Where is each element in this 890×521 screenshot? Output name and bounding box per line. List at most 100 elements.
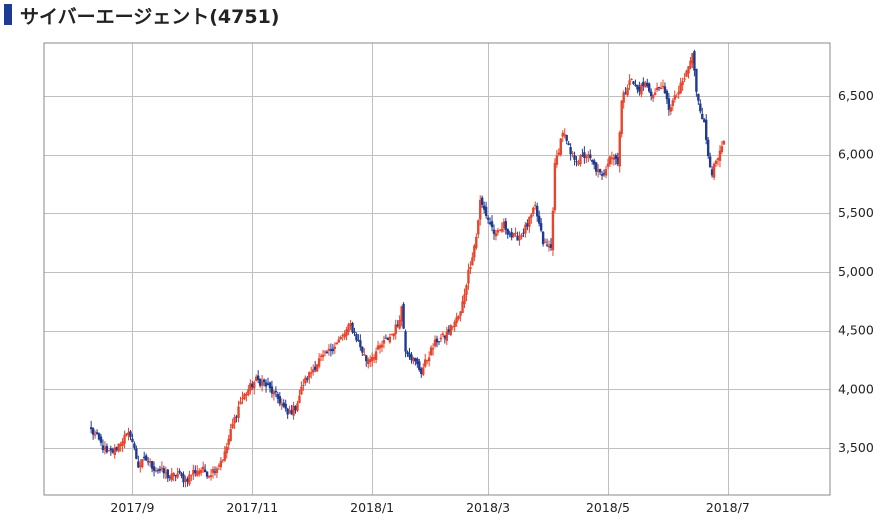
y-tick-label: 6,000 [838,147,874,162]
candle [716,157,720,166]
candle-body [471,257,474,266]
candle [583,146,586,164]
candle [398,315,401,330]
candle-body [245,393,248,396]
candle-body [716,158,720,161]
candle-body [431,348,435,350]
candle [504,218,507,235]
candle-body [496,230,500,233]
candle-body [241,398,244,400]
candle [168,475,171,481]
candle-body [392,333,395,337]
candle [270,380,274,398]
candle-body [152,466,156,471]
candle [266,377,270,386]
candle [667,93,671,116]
candle [97,432,101,441]
candle [422,363,425,377]
candle-body [679,83,682,94]
candle-body [306,378,309,380]
candle-body [304,377,307,384]
candle [636,84,639,94]
candle [321,349,325,361]
candle [602,169,606,177]
candle [219,456,223,471]
candle [675,93,678,98]
candle-body [231,423,234,429]
candle-body [382,339,386,344]
candle-body [614,155,618,159]
candle [467,263,470,290]
candle [135,445,138,460]
candle [95,429,99,435]
candle [272,389,276,401]
candle-body [264,382,268,387]
candle-body [384,337,388,339]
candle-body [424,359,427,367]
candle-body [465,285,468,295]
candle-body [184,480,187,482]
candle [113,444,116,459]
candle [612,154,616,166]
candle-body [400,306,403,322]
candle [695,68,698,97]
candle [496,227,500,236]
candle-body [425,360,429,362]
candle-body [516,235,519,241]
candle-body [310,372,313,374]
candle [614,153,618,165]
candle [473,243,476,262]
candle-body [176,473,179,478]
candle [435,335,439,348]
candle [205,471,209,479]
candle-body [162,468,166,474]
candle-body [689,60,692,69]
candle-body [251,383,254,388]
candle [386,337,390,341]
candle-body [648,83,651,92]
candle [526,219,529,231]
candle [706,137,710,159]
candle-body [131,438,134,443]
candle-body [394,324,397,335]
candle [632,80,635,85]
candle-body [396,324,399,327]
candle [677,85,680,99]
candle [396,320,399,328]
candle-body [139,465,142,468]
candle [465,283,468,302]
candle [201,461,205,473]
candle [591,159,594,165]
candle-body [418,361,421,370]
candle [563,128,566,139]
candle-body [557,152,561,155]
candle [268,381,272,393]
candle [182,471,185,488]
candle [133,441,136,451]
candle [477,219,480,239]
candle-body [203,469,207,473]
candle [589,149,592,161]
candle [325,350,329,354]
candle [99,434,103,446]
candle [247,384,250,397]
candle-body [571,152,574,154]
candle-body [675,96,678,98]
candle-body [243,393,246,400]
candle [722,140,726,145]
candle-body [223,451,226,461]
candle-body [697,93,700,101]
candle-body [449,325,452,336]
grid-lines [44,43,830,495]
candle-body [270,386,274,394]
candle-body [720,146,724,153]
candle [209,468,213,481]
candle [596,164,600,178]
candle-body [341,335,344,337]
candle [310,366,313,379]
candle-body [158,468,162,471]
candle-body [461,301,464,314]
candle-body [453,321,456,328]
candle [443,335,447,344]
